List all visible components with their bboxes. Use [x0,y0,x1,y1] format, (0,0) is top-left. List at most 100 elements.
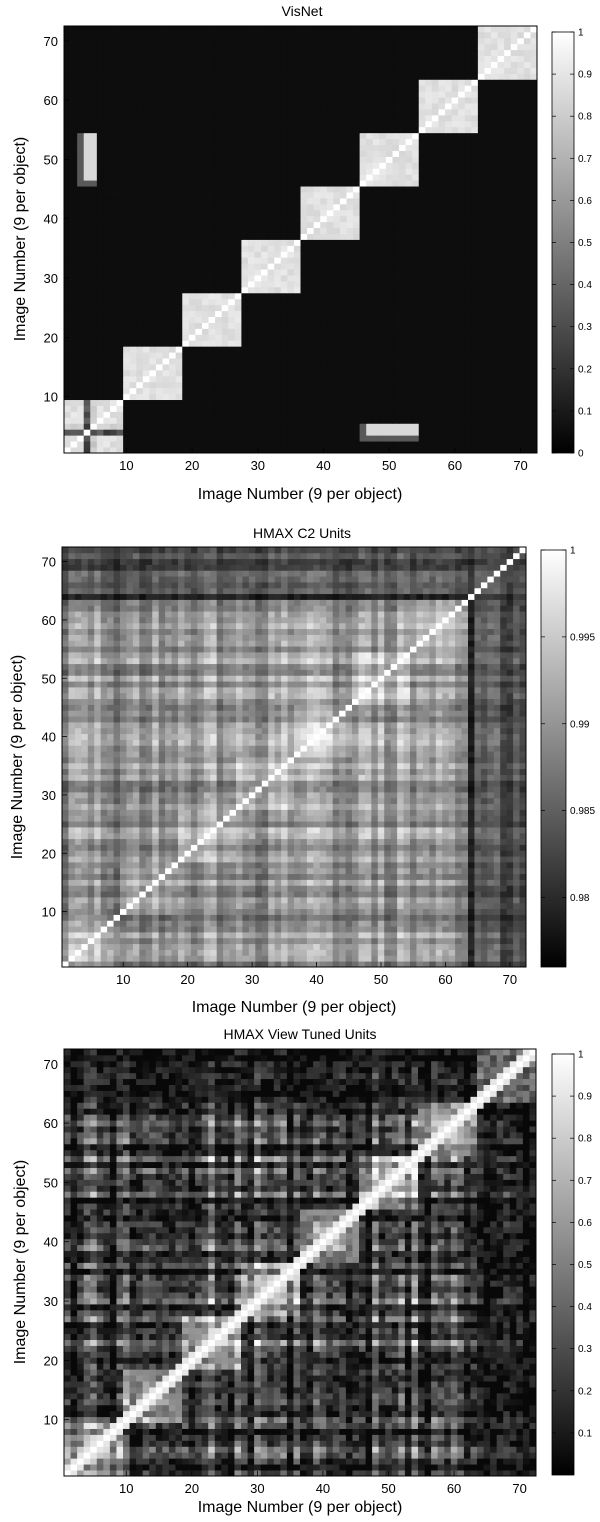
heatmap-cell [201,334,209,341]
heatmap-cell [484,322,492,329]
heatmap-cell [96,73,104,80]
heatmap-cell [109,251,117,258]
heatmap-cell [247,423,255,430]
heatmap-cell [136,387,144,395]
heatmap-cell [504,435,512,442]
heatmap-cell [359,257,367,264]
heatmap-cell [287,73,295,80]
heatmap-cell [517,97,525,104]
heatmap-cell [372,405,380,412]
heatmap-cell [504,174,512,181]
heatmap-cell [70,67,78,74]
heatmap-cell [188,429,196,436]
heatmap-cell [103,233,111,240]
heatmap-cell [129,162,137,169]
heatmap-cell [458,61,466,68]
heatmap-cell [438,174,446,181]
heatmap-cell [464,405,472,412]
heatmap-cell [201,233,209,240]
heatmap-cell [221,233,229,240]
heatmap-cell [412,352,420,359]
heatmap-cell [307,441,315,448]
heatmap-cell [477,292,485,300]
heatmap-cell [339,352,347,359]
heatmap-cell [287,364,295,371]
heatmap-cell [287,221,295,229]
heatmap-cell [307,411,315,418]
heatmap-cell [412,364,420,371]
heatmap-cell [379,162,387,169]
heatmap-cell [274,120,282,128]
heatmap-cell [458,381,466,389]
heatmap-cell [234,257,242,264]
heatmap-cell [313,221,321,229]
heatmap-cell [208,263,216,270]
heatmap-cell [155,61,163,68]
heatmap-cell [523,358,531,365]
heatmap-cell [129,435,137,442]
heatmap-cell [366,375,374,383]
heatmap-cell [392,174,400,181]
heatmap-cell [320,209,328,217]
heatmap-cell [149,411,157,418]
heatmap-cell [136,358,144,365]
heatmap-cell [412,43,420,51]
heatmap-cell [425,417,433,424]
heatmap-cell [326,162,334,169]
heatmap-cell [234,358,242,365]
heatmap-cell [307,79,315,86]
heatmap-cell [280,298,288,306]
heatmap-cell [182,352,190,359]
heatmap-cell [155,310,163,317]
heatmap-cell [228,328,236,335]
heatmap-cell [307,67,315,74]
heatmap-cell [517,192,525,199]
heatmap-cell [136,269,144,276]
heatmap-cell [96,316,104,323]
heatmap-cell [123,156,131,163]
heatmap-cell [142,281,150,288]
heatmap-cell [497,435,505,442]
heatmap-cell [471,215,479,223]
heatmap-cell [300,340,308,347]
heatmap-cell [307,168,315,175]
heatmap-cell [464,310,472,317]
heatmap-cell [438,292,446,300]
heatmap-cell [149,381,157,389]
heatmap-cell [83,304,91,312]
heatmap-cell [300,447,308,454]
heatmap-cell [418,298,426,306]
heatmap-cell [149,203,157,211]
heatmap-cell [300,174,308,181]
heatmap-cell [372,281,380,288]
heatmap-cell [510,126,518,134]
heatmap-cell [399,393,407,401]
heatmap-cell [142,91,150,98]
heatmap-cell [64,310,71,317]
heatmap-cell [129,221,137,229]
heatmap-cell [339,186,347,193]
heatmap-cell [320,346,328,353]
heatmap-cell [70,381,78,389]
heatmap-cell [491,132,498,140]
heatmap-cell [300,298,308,306]
heatmap-cell [464,61,472,68]
heatmap-cell [234,109,242,116]
heatmap-cell [366,109,374,116]
heatmap-cell [155,132,163,140]
heatmap-cell [471,138,479,146]
heatmap-cell [142,168,150,175]
heatmap-cell [221,227,229,234]
heatmap-cell [530,162,538,169]
heatmap-cell [464,174,472,181]
heatmap-cell [208,298,216,306]
heatmap-cell [267,405,275,412]
heatmap-cell [201,91,209,98]
heatmap-cell [438,49,446,57]
heatmap-cell [287,322,295,329]
heatmap-cell [234,114,242,122]
heatmap-cell [70,292,78,300]
heatmap-cell [155,162,163,169]
heatmap-cell [333,417,341,424]
heatmap-cell [123,423,131,430]
